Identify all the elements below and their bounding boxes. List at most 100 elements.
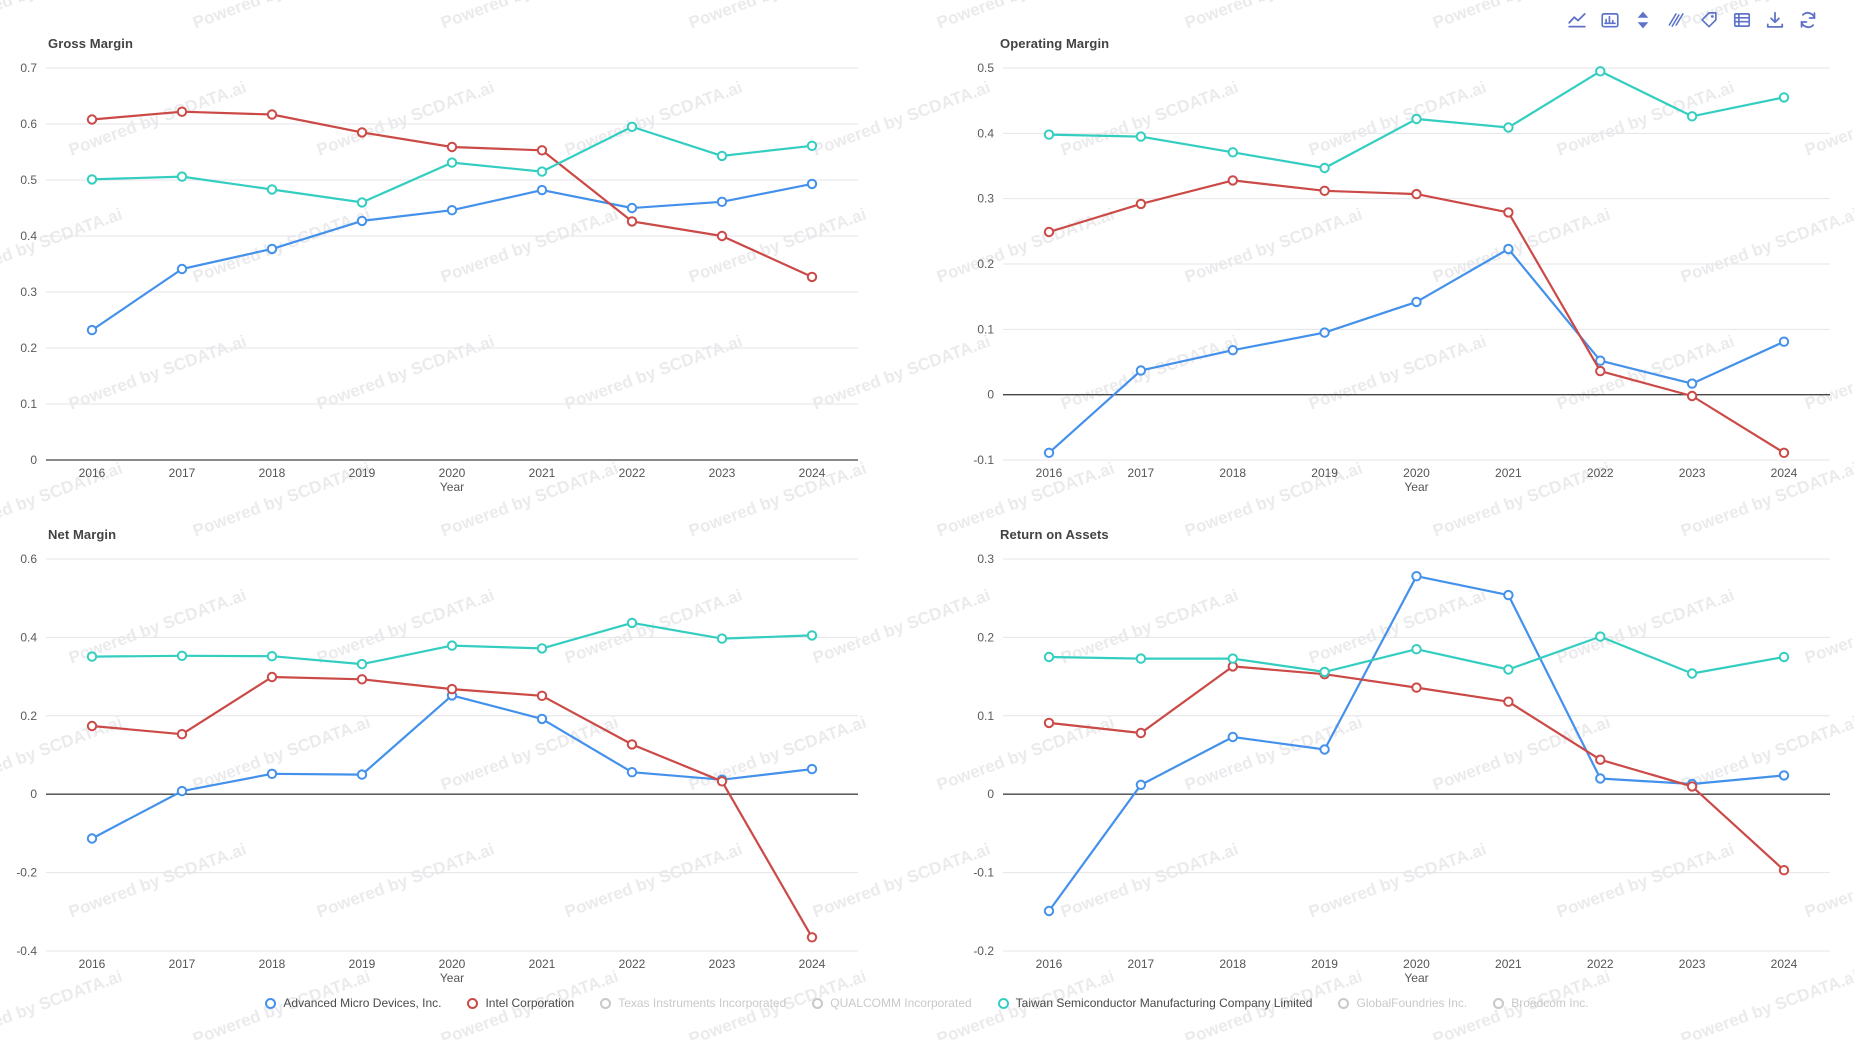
svg-text:2020: 2020 — [439, 466, 466, 480]
svg-text:0: 0 — [30, 787, 37, 801]
svg-text:2016: 2016 — [1036, 957, 1063, 971]
stack-icon[interactable] — [1633, 10, 1653, 30]
svg-text:0.7: 0.7 — [20, 61, 37, 75]
tiled-icon[interactable] — [1666, 10, 1686, 30]
legend-label: Intel Corporation — [485, 996, 575, 1010]
chart-title-return-on-assets: Return on Assets — [1000, 527, 1109, 542]
svg-text:-0.4: -0.4 — [16, 944, 37, 958]
series-marker-icon — [812, 997, 824, 1009]
svg-text:2016: 2016 — [79, 466, 106, 480]
svg-text:2020: 2020 — [1403, 957, 1430, 971]
operating-margin-chart[interactable]: -0.1 0 0.1 0.2 0.3 0.4 0.5 2016 2017 2018 2019 2020… — [927, 28, 1854, 503]
svg-text:0.2: 0.2 — [20, 341, 37, 355]
svg-text:2018: 2018 — [1219, 957, 1246, 971]
svg-text:0.5: 0.5 — [20, 173, 37, 187]
legend-item[interactable]: QUALCOMM Incorporated — [812, 996, 972, 1010]
svg-text:0: 0 — [987, 388, 994, 402]
svg-text:0.2: 0.2 — [977, 630, 994, 644]
svg-text:2022: 2022 — [619, 957, 646, 971]
series-marker-icon — [997, 997, 1009, 1009]
legend: Advanced Micro Devices, Inc. Intel Corpor… — [0, 996, 1854, 1010]
svg-text:2022: 2022 — [1587, 466, 1614, 480]
svg-text:2019: 2019 — [1311, 466, 1338, 480]
svg-text:2018: 2018 — [1219, 466, 1246, 480]
legend-item[interactable]: Broadcom Inc. — [1493, 996, 1589, 1010]
legend-label: Advanced Micro Devices, Inc. — [283, 996, 442, 1010]
svg-text:0: 0 — [987, 787, 994, 801]
svg-text:2023: 2023 — [1679, 957, 1706, 971]
svg-text:2016: 2016 — [79, 957, 106, 971]
svg-text:2020: 2020 — [1403, 466, 1430, 480]
series-marker-icon — [1338, 997, 1350, 1009]
svg-text:0.4: 0.4 — [20, 229, 37, 243]
svg-text:0.3: 0.3 — [20, 285, 37, 299]
svg-text:0.2: 0.2 — [977, 257, 994, 271]
chart-title-gross-margin: Gross Margin — [48, 36, 133, 51]
svg-text:2023: 2023 — [1679, 466, 1706, 480]
svg-text:2024: 2024 — [799, 466, 826, 480]
series-marker-icon — [600, 997, 612, 1009]
legend-item[interactable]: GlobalFoundries Inc. — [1338, 996, 1467, 1010]
svg-text:0.3: 0.3 — [977, 552, 994, 566]
svg-text:-0.2: -0.2 — [16, 866, 37, 880]
bar-chart-icon[interactable] — [1600, 10, 1620, 30]
svg-text:2022: 2022 — [1587, 957, 1614, 971]
svg-text:2017: 2017 — [169, 957, 196, 971]
svg-text:0.3: 0.3 — [977, 192, 994, 206]
legend-item[interactable]: Taiwan Semiconductor Manufacturing Compa… — [997, 996, 1312, 1010]
legend-item[interactable]: Intel Corporation — [467, 996, 574, 1010]
svg-text:0.1: 0.1 — [20, 397, 37, 411]
svg-text:Year: Year — [1404, 971, 1428, 985]
svg-text:-0.1: -0.1 — [973, 866, 994, 880]
series-marker-icon — [1493, 997, 1505, 1009]
svg-text:0.2: 0.2 — [20, 709, 37, 723]
svg-text:2024: 2024 — [799, 957, 826, 971]
series-marker-icon — [265, 997, 277, 1009]
net-margin-chart[interactable]: -0.4 -0.2 0 0.2 0.4 0.6 2016 2017 2018 2019 2020 20… — [0, 519, 927, 994]
legend-label: Texas Instruments Incorporated — [618, 996, 787, 1010]
svg-text:-0.2: -0.2 — [973, 944, 994, 958]
svg-text:2020: 2020 — [439, 957, 466, 971]
svg-text:Year: Year — [440, 971, 464, 985]
svg-text:2017: 2017 — [1128, 466, 1155, 480]
svg-text:0.4: 0.4 — [20, 630, 37, 644]
svg-text:2021: 2021 — [1495, 957, 1522, 971]
svg-text:2024: 2024 — [1771, 957, 1798, 971]
legend-label: GlobalFoundries Inc. — [1356, 996, 1468, 1010]
svg-text:Year: Year — [440, 480, 464, 494]
svg-text:2019: 2019 — [349, 957, 376, 971]
svg-text:2023: 2023 — [709, 957, 736, 971]
svg-text:0: 0 — [30, 453, 37, 467]
svg-text:2022: 2022 — [619, 466, 646, 480]
chart-title-operating-margin: Operating Margin — [1000, 36, 1110, 51]
svg-text:2021: 2021 — [529, 466, 556, 480]
svg-text:Year: Year — [1404, 480, 1428, 494]
svg-text:2017: 2017 — [169, 466, 196, 480]
restore-icon[interactable] — [1798, 10, 1818, 30]
download-icon[interactable] — [1765, 10, 1785, 30]
legend-label: QUALCOMM Incorporated — [830, 996, 972, 1010]
gross-margin-chart[interactable]: 0 0.1 0.2 0.3 0.4 0.5 0.6 0.7 2016 2017 2018 2019 20… — [0, 28, 927, 503]
data-view-icon[interactable] — [1732, 10, 1752, 30]
svg-text:2018: 2018 — [259, 466, 286, 480]
svg-text:2021: 2021 — [1495, 466, 1522, 480]
return-on-assets-chart[interactable]: -0.2 -0.1 0 0.1 0.2 0.3 2016 2017 2018 2019 2020 20… — [927, 519, 1854, 994]
svg-text:0.1: 0.1 — [977, 322, 994, 336]
chart-toolbox — [1567, 10, 1818, 30]
label-tag-icon[interactable] — [1699, 10, 1719, 30]
svg-text:2016: 2016 — [1036, 466, 1063, 480]
svg-text:0.4: 0.4 — [977, 126, 994, 140]
svg-text:2021: 2021 — [529, 957, 556, 971]
svg-text:2017: 2017 — [1128, 957, 1155, 971]
legend-item[interactable]: Advanced Micro Devices, Inc. — [265, 996, 441, 1010]
svg-text:0.1: 0.1 — [977, 709, 994, 723]
legend-item[interactable]: Texas Instruments Incorporated — [600, 996, 786, 1010]
legend-label: Broadcom Inc. — [1511, 996, 1589, 1010]
svg-text:2019: 2019 — [1311, 957, 1338, 971]
svg-text:2018: 2018 — [259, 957, 286, 971]
svg-text:2019: 2019 — [349, 466, 376, 480]
svg-text:2024: 2024 — [1771, 466, 1798, 480]
svg-text:2023: 2023 — [709, 466, 736, 480]
chart-title-net-margin: Net Margin — [48, 527, 117, 542]
line-chart-icon[interactable] — [1567, 10, 1587, 30]
